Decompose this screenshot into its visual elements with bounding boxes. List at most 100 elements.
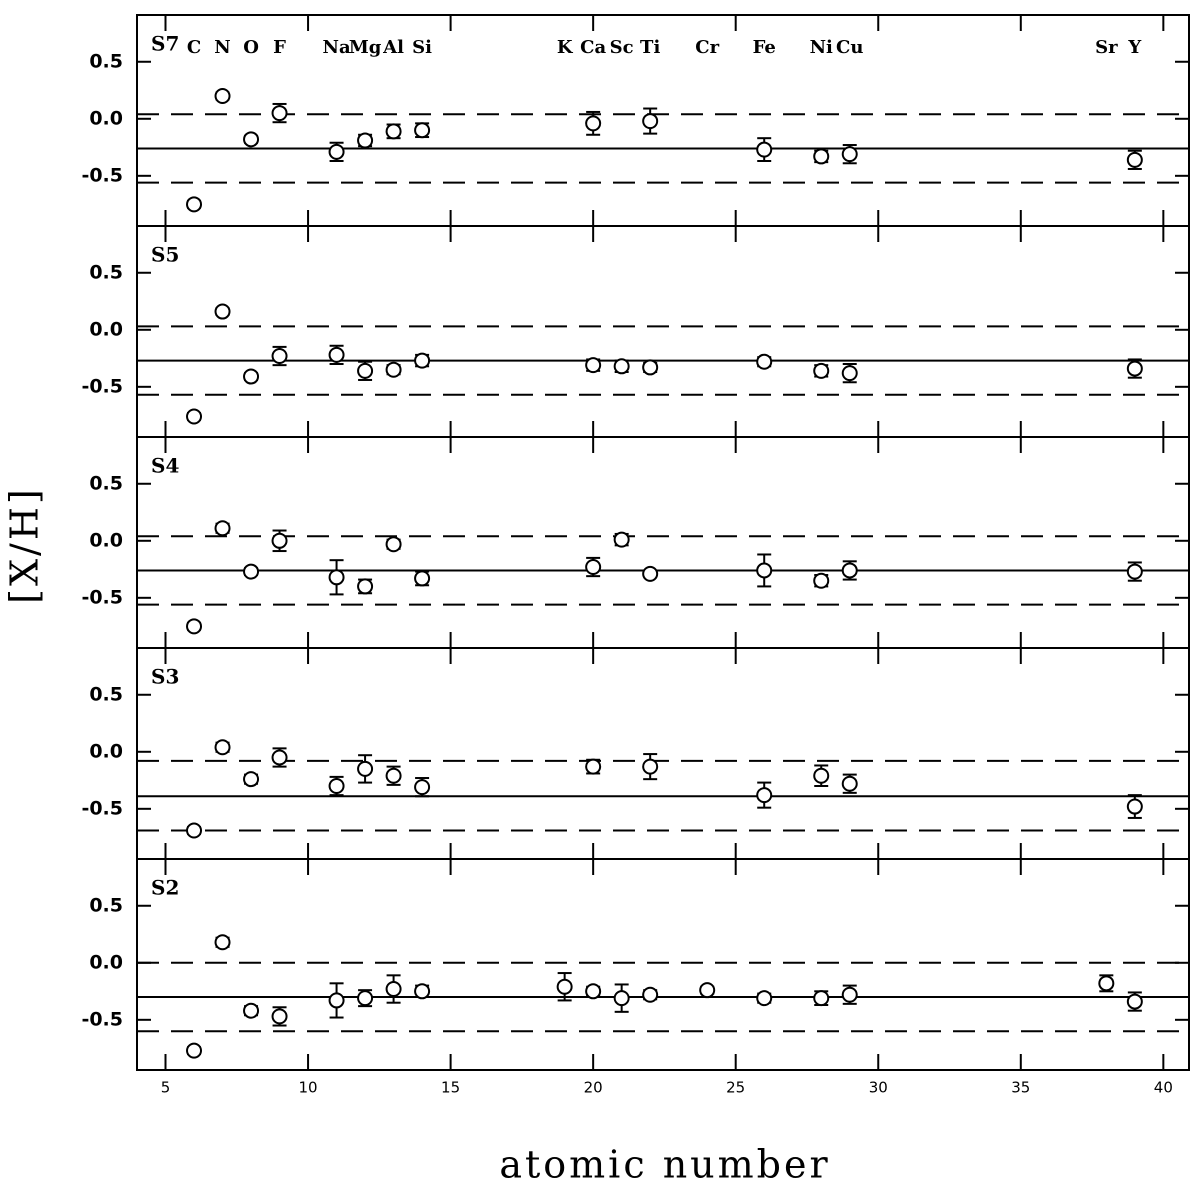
x-tick-label: 15 xyxy=(441,1079,460,1097)
panel-label: S3 xyxy=(151,665,179,689)
point xyxy=(813,572,830,589)
y-tick-label: -0.5 xyxy=(81,164,123,186)
point xyxy=(642,986,659,1003)
panel-label: S2 xyxy=(151,876,179,900)
y-tick-label: 0.0 xyxy=(89,318,123,340)
x-tick-label: 35 xyxy=(1011,1079,1030,1097)
point xyxy=(271,532,288,549)
point xyxy=(186,196,203,213)
point xyxy=(613,990,630,1007)
element-label: N xyxy=(214,37,230,58)
point xyxy=(214,934,231,951)
point xyxy=(214,739,231,756)
point xyxy=(1126,993,1143,1010)
point xyxy=(613,531,630,548)
y-tick-label: 0.5 xyxy=(89,50,123,72)
point xyxy=(1126,798,1143,815)
point xyxy=(186,822,203,839)
y-tick-label: 0.0 xyxy=(89,740,123,762)
point xyxy=(328,569,345,586)
point xyxy=(243,563,260,580)
point xyxy=(642,359,659,376)
point xyxy=(271,348,288,365)
point xyxy=(357,990,374,1007)
point xyxy=(271,105,288,122)
point xyxy=(414,779,431,796)
point xyxy=(357,578,374,595)
point xyxy=(756,562,773,579)
panel-frame xyxy=(136,436,1190,649)
point xyxy=(585,115,602,132)
element-label: Fe xyxy=(753,37,776,58)
y-tick-label: 0.5 xyxy=(89,261,123,283)
point xyxy=(1126,563,1143,580)
point xyxy=(214,303,231,320)
y-axis-label: [X/H] xyxy=(3,486,47,604)
point xyxy=(756,353,773,370)
point xyxy=(357,132,374,149)
point xyxy=(414,570,431,587)
point xyxy=(756,990,773,1007)
x-tick-label: 5 xyxy=(161,1079,171,1097)
element-label: O xyxy=(243,37,259,58)
point xyxy=(214,520,231,537)
y-tick-label: -0.5 xyxy=(81,375,123,397)
element-label: F xyxy=(273,37,286,58)
point xyxy=(186,408,203,425)
point xyxy=(585,983,602,1000)
point xyxy=(328,143,345,160)
element-label: Ca xyxy=(580,37,606,58)
point xyxy=(243,771,260,788)
point xyxy=(1126,360,1143,377)
y-tick-label: 0.5 xyxy=(89,472,123,494)
point xyxy=(585,559,602,576)
panel-frame xyxy=(136,225,1190,438)
point xyxy=(1098,975,1115,992)
element-label: K xyxy=(557,37,574,58)
point xyxy=(186,618,203,635)
point xyxy=(385,981,402,998)
element-label: Cu xyxy=(836,37,863,58)
element-label: Si xyxy=(412,37,432,58)
element-label: C xyxy=(187,37,201,58)
point xyxy=(243,368,260,385)
point xyxy=(385,536,402,553)
point xyxy=(841,146,858,163)
point xyxy=(243,131,260,148)
point xyxy=(813,767,830,784)
x-tick-label: 25 xyxy=(726,1079,745,1097)
element-label: Al xyxy=(382,37,404,58)
element-label: Ti xyxy=(640,37,660,58)
panel-label: S4 xyxy=(151,454,179,478)
point xyxy=(813,362,830,379)
x-axis-label: atomic number xyxy=(499,1143,830,1187)
point xyxy=(585,758,602,775)
point xyxy=(385,767,402,784)
y-tick-label: 0.5 xyxy=(89,683,123,705)
y-tick-label: 0.5 xyxy=(89,894,123,916)
point xyxy=(841,562,858,579)
y-tick-label: 0.0 xyxy=(89,951,123,973)
point xyxy=(328,346,345,363)
point xyxy=(813,990,830,1007)
point xyxy=(642,113,659,130)
y-tick-label: 0.0 xyxy=(89,529,123,551)
element-label: Cr xyxy=(695,37,719,58)
point xyxy=(186,1042,203,1059)
point xyxy=(613,358,630,375)
element-label: Ni xyxy=(810,37,833,58)
element-label: Sc xyxy=(610,37,634,58)
panel-frame xyxy=(136,858,1190,1071)
point xyxy=(841,365,858,382)
point xyxy=(385,361,402,378)
point xyxy=(357,760,374,777)
point xyxy=(756,141,773,158)
point xyxy=(756,787,773,804)
element-label: Y xyxy=(1127,37,1142,58)
element-label: Sr xyxy=(1095,37,1118,58)
point xyxy=(414,122,431,139)
y-tick-label: 0.0 xyxy=(89,107,123,129)
panel-label: S5 xyxy=(151,243,179,267)
